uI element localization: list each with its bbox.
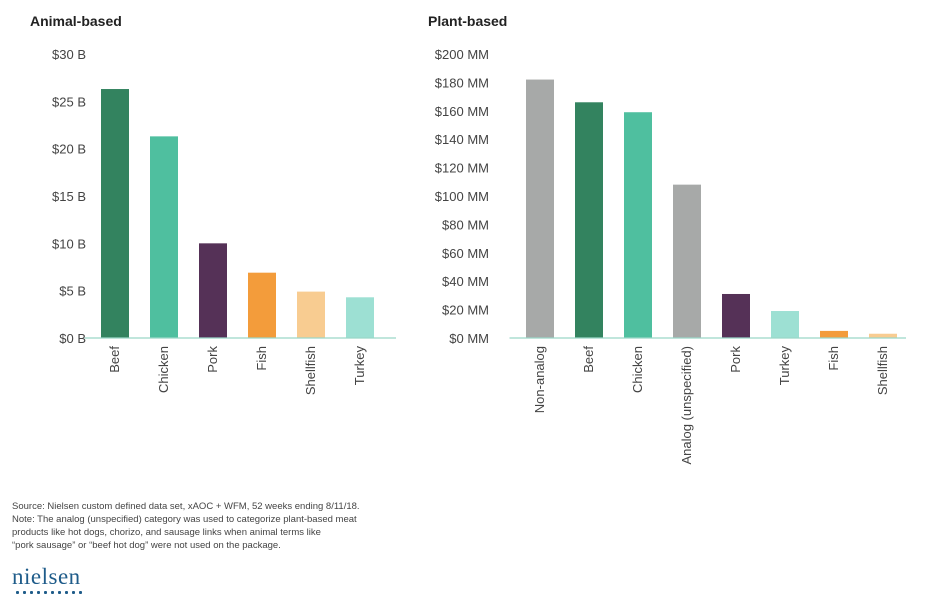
plant-y-tick-label: $20 MM (442, 303, 489, 318)
plant-bar (722, 293, 750, 338)
plant-y-tick-label: $160 MM (435, 104, 489, 119)
plant-bar (673, 184, 701, 338)
footnote-line: Source: Nielsen custom defined data set,… (12, 501, 360, 512)
plant-y-tick-label: $140 MM (435, 132, 489, 147)
animal-bar (297, 291, 325, 338)
animal-category-label: Turkey (352, 346, 367, 386)
plant-category-label: Non-analog (532, 346, 547, 413)
plant-category-label: Turkey (777, 346, 792, 386)
charts-canvas: $0 B $5 B $10 B $15 B $20 B $25 B $30 B Beef Chi… (52, 47, 906, 465)
animal-category-label: Chicken (156, 346, 171, 393)
footnote-line: “pork sausage” or “beef hot dog” were no… (12, 540, 281, 551)
plant-category-label: Analog (unspecified) (679, 346, 694, 465)
animal-y-tick-label: $5 B (59, 284, 86, 299)
plant-bar (526, 79, 554, 338)
animal-bar (199, 243, 227, 338)
nielsen-logo: nielsen (12, 564, 81, 589)
animal-y-tick-label: $10 B (52, 236, 86, 251)
animal-y-tick-label: $20 B (52, 142, 86, 157)
animal-bar (248, 272, 276, 338)
plant-bar (771, 311, 799, 338)
plant-y-tick-label: $100 MM (435, 189, 489, 204)
plant-chart-title: Plant-based (428, 13, 508, 29)
animal-y-tick-label: $0 B (59, 331, 86, 346)
animal-y-tick-label: $30 B (52, 47, 86, 62)
plant-bar (575, 102, 603, 338)
plant-y-tick-label: $120 MM (435, 161, 489, 176)
plant-y-tick-label: $60 MM (442, 246, 489, 261)
plant-category-label: Chicken (630, 346, 645, 393)
footnote-line: Note: The analog (unspecified) category … (12, 514, 357, 525)
animal-category-label: Shellfish (303, 346, 318, 395)
animal-category-label: Fish (254, 346, 269, 371)
animal-category-label: Pork (205, 346, 220, 373)
animal-y-tick-label: $25 B (52, 94, 86, 109)
animal-bar (346, 297, 374, 338)
animal-category-label: Beef (107, 346, 122, 373)
plant-category-label: Pork (728, 346, 743, 373)
plant-y-tick-label: $200 MM (435, 47, 489, 62)
plant-category-label: Beef (581, 346, 596, 373)
footnote-line: products like hot dogs, chorizo, and sau… (12, 527, 321, 538)
plant-y-tick-label: $0 MM (449, 331, 489, 346)
plant-y-tick-label: $180 MM (435, 75, 489, 90)
animal-chart-title: Animal-based (30, 13, 122, 29)
plant-bar (624, 112, 652, 338)
plant-bar (869, 333, 897, 338)
animal-y-tick-label: $15 B (52, 189, 86, 204)
plant-bar (820, 330, 848, 338)
plant-y-tick-label: $40 MM (442, 274, 489, 289)
plant-y-tick-label: $80 MM (442, 217, 489, 232)
animal-bar (150, 136, 178, 338)
footnote: Source: Nielsen custom defined data set,… (12, 500, 452, 552)
logo-dots (14, 591, 84, 594)
plant-category-label: Fish (826, 346, 841, 371)
plant-category-label: Shellfish (875, 346, 890, 395)
animal-bar (101, 89, 129, 338)
